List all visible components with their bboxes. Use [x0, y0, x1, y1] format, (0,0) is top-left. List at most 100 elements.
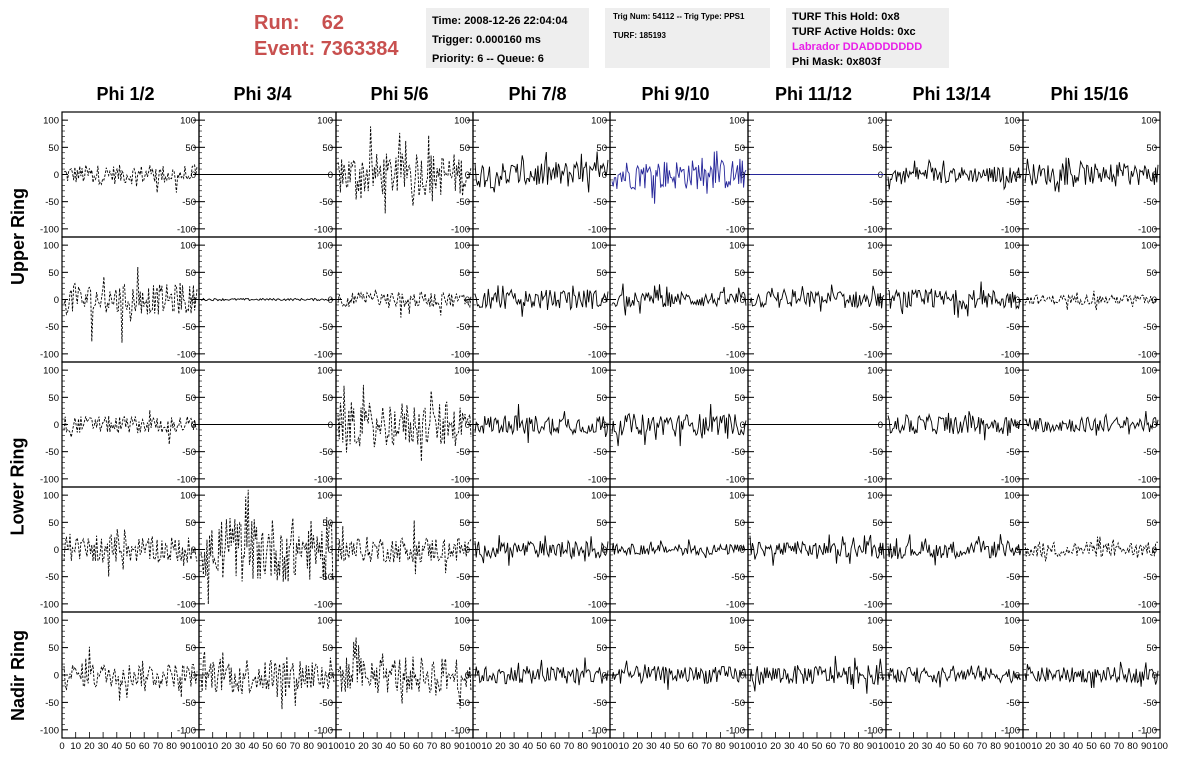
x-tick-label: 30 [922, 741, 933, 752]
y-tick-label: 50 [1009, 643, 1020, 654]
panel-frame [198, 486, 337, 613]
y-tick-label: 0 [740, 420, 745, 431]
y-tick-label: 100 [317, 491, 333, 502]
y-tick-label: 0 [54, 545, 59, 556]
y-tick-label: 100 [1141, 241, 1157, 252]
y-tick-label: -100 [1001, 349, 1020, 360]
waveform-trace [337, 520, 472, 575]
y-tick-label: 0 [740, 295, 745, 306]
y-tick-label: 0 [602, 170, 607, 181]
y-tick-label: -100 [40, 349, 59, 360]
y-tick-label: -100 [177, 725, 196, 736]
x-tick-label: 30 [235, 741, 246, 752]
y-tick-label: 50 [734, 643, 745, 654]
x-tick-label: 10 [1031, 741, 1042, 752]
y-tick-label: -100 [177, 599, 196, 610]
x-tick-label: 70 [701, 741, 712, 752]
y-tick-label: -50 [1143, 447, 1157, 458]
x-tick-label: 60 [826, 741, 837, 752]
x-tick-label: 90 [1004, 741, 1015, 752]
y-tick-label: -50 [45, 322, 59, 333]
y-tick-label: 0 [740, 671, 745, 682]
y-tick-label: -100 [1138, 725, 1157, 736]
y-tick-label: 0 [878, 170, 883, 181]
y-tick-label: 100 [43, 616, 59, 627]
y-tick-label: -50 [182, 322, 196, 333]
x-tick-label: 100 [878, 741, 894, 752]
waveform-trace [1024, 661, 1159, 689]
x-tick-label: 100 [602, 741, 618, 752]
x-tick-label: 50 [949, 741, 960, 752]
y-tick-label: -100 [40, 224, 59, 235]
y-tick-label: 0 [1152, 295, 1157, 306]
x-tick-label: 70 [839, 741, 850, 752]
x-tick-label: 80 [440, 741, 451, 752]
x-tick-label: 90 [454, 741, 465, 752]
y-tick-label: 100 [867, 491, 883, 502]
y-tick-label: 0 [191, 170, 196, 181]
y-tick-label: 50 [185, 393, 196, 404]
y-tick-label: 50 [48, 643, 59, 654]
y-tick-label: 50 [872, 518, 883, 529]
y-tick-label: -100 [314, 474, 333, 485]
x-tick-label: 40 [523, 741, 534, 752]
y-tick-label: 0 [465, 671, 470, 682]
waveform-trace [474, 657, 609, 686]
waveform-trace [337, 637, 472, 709]
phi-header-7: Phi 13/14 [912, 84, 991, 104]
y-tick-label: 50 [48, 393, 59, 404]
phi-header-3: Phi 5/6 [370, 84, 429, 104]
y-tick-label: -100 [451, 474, 470, 485]
y-tick-label: 50 [459, 143, 470, 154]
y-tick-label: -100 [588, 224, 607, 235]
y-tick-label: -100 [177, 349, 196, 360]
y-tick-label: 100 [1004, 116, 1020, 127]
y-tick-label: -100 [40, 599, 59, 610]
y-tick-label: -50 [456, 572, 470, 583]
x-tick-label: 50 [262, 741, 273, 752]
y-tick-label: 100 [1141, 491, 1157, 502]
y-tick-label: -50 [456, 322, 470, 333]
y-tick-label: -100 [864, 599, 883, 610]
x-tick-label: 90 [317, 741, 328, 752]
y-tick-label: -100 [314, 599, 333, 610]
x-tick-label: 60 [139, 741, 150, 752]
time-info-box: Time: 2008-12-26 22:04:04 Trigger: 0.000… [426, 8, 589, 68]
y-tick-label: -100 [864, 474, 883, 485]
x-tick-label: 90 [591, 741, 602, 752]
y-tick-label: 0 [328, 295, 333, 306]
x-tick-label: 50 [536, 741, 547, 752]
turf-active-holds: TURF Active Holds: 0xc [792, 26, 916, 38]
y-tick-label: -100 [40, 474, 59, 485]
y-tick-label: 50 [459, 643, 470, 654]
y-tick-label: -50 [731, 447, 745, 458]
y-tick-label: 100 [317, 241, 333, 252]
y-tick-label: 0 [54, 295, 59, 306]
y-tick-label: 0 [328, 420, 333, 431]
y-tick-label: -50 [456, 698, 470, 709]
y-tick-label: 50 [185, 643, 196, 654]
y-tick-label: -100 [451, 349, 470, 360]
y-tick-label: 100 [317, 116, 333, 127]
y-tick-label: 50 [322, 393, 333, 404]
y-tick-label: 0 [878, 671, 883, 682]
y-tick-label: 50 [322, 518, 333, 529]
trigger-text: Trigger: 0.000160 ms [432, 34, 541, 46]
x-tick-label: 50 [125, 741, 136, 752]
y-tick-label: 100 [1004, 366, 1020, 377]
y-tick-label: 100 [180, 241, 196, 252]
y-tick-label: 100 [729, 366, 745, 377]
panel-frame [335, 486, 474, 613]
x-tick-label: 60 [1100, 741, 1111, 752]
y-tick-label: 100 [591, 241, 607, 252]
